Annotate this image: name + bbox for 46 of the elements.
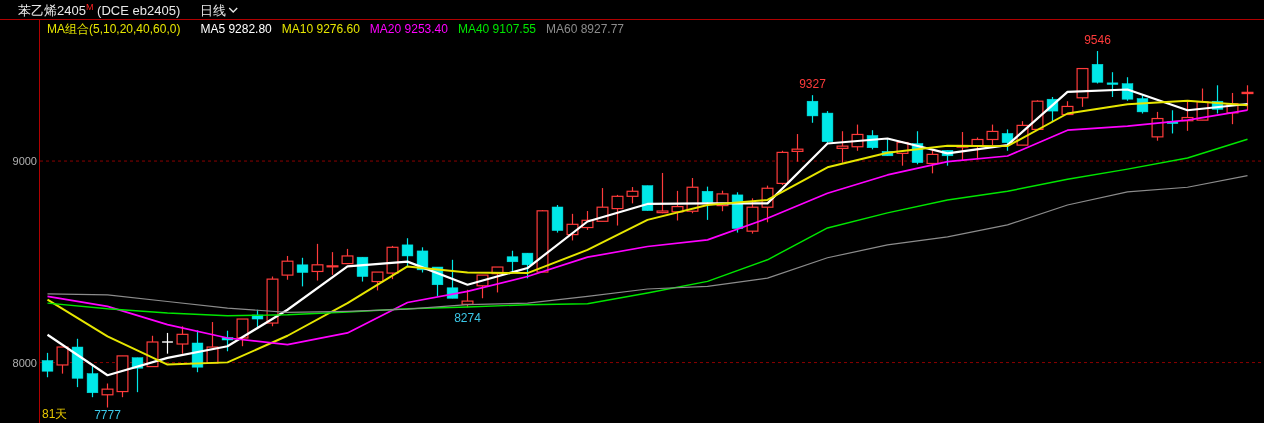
annotation: 9546: [1084, 33, 1112, 48]
candlestick: [326, 251, 339, 276]
candlestick: [1106, 71, 1119, 98]
candlestick: [926, 148, 939, 174]
candlestick: [791, 133, 804, 163]
y-tick-label: 8000: [12, 356, 37, 369]
candlestick: [836, 130, 849, 164]
candlestick: [101, 382, 114, 409]
candlestick: [371, 271, 384, 292]
annotation: 9327: [799, 77, 827, 92]
chart-subtitle: 日线: [200, 3, 227, 18]
candlestick: [56, 346, 69, 375]
candlestick: [806, 94, 819, 124]
candlestick: [701, 186, 714, 221]
candlestick: [746, 197, 759, 235]
text: MA60 8927.77: [545, 22, 625, 36]
candlestick: [281, 255, 294, 281]
candlestick: [551, 204, 564, 234]
annotation: 7777: [94, 408, 122, 422]
y-tick-label: 9000: [12, 155, 37, 168]
candlestick: [236, 318, 249, 347]
candlestick: [656, 172, 669, 214]
candlestick: [356, 256, 369, 283]
candlestick: [611, 194, 624, 227]
candlestick: [1241, 84, 1254, 111]
candlestick: [521, 252, 534, 279]
candlestick: [161, 332, 174, 355]
annotation: 81天: [42, 407, 68, 421]
candlestick: [1001, 128, 1014, 152]
candlestick: [1091, 50, 1104, 85]
chart-title: 苯乙烯2405$^{M}$ (DCE eb2405): [18, 2, 181, 18]
annotation: 8274: [454, 311, 482, 326]
candlestick: [1151, 111, 1164, 142]
candlestick: [986, 123, 999, 146]
line-series: [46, 174, 1249, 313]
candlestick: [311, 243, 324, 282]
candlestick: [86, 363, 99, 398]
text: MA5 9282.80: [200, 22, 273, 36]
candlestick: [296, 257, 309, 287]
text: MA10 9276.60: [281, 22, 361, 36]
candlestick: [401, 237, 414, 268]
text: MA40 9107.55: [457, 22, 537, 36]
candlestick: [41, 352, 54, 378]
text: MA20 9253.40: [369, 22, 449, 36]
legend-title-menu: MA组合(5,10,20,40,60,0): [47, 22, 181, 36]
candlestick: [176, 325, 189, 355]
